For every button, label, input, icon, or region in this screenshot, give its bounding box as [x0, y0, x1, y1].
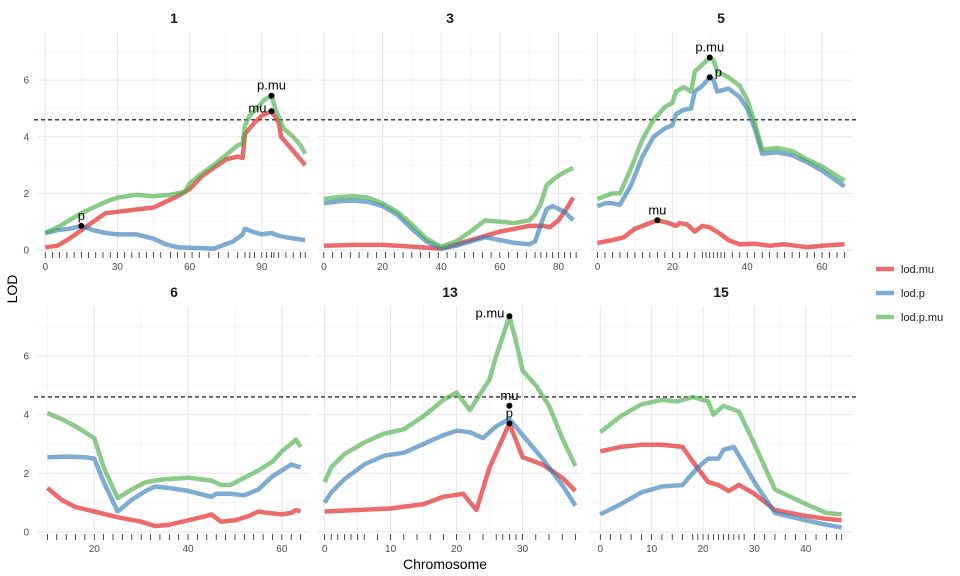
legend-label: lod.mu [901, 264, 934, 276]
y-tick-label: 0 [23, 528, 29, 539]
x-tick-label: 20 [667, 262, 679, 273]
panel-5: 5 0 20 40 60 p.mu p mu [586, 10, 856, 273]
x-tick-label: 10 [646, 544, 658, 555]
legend: lod.mu lod.p lod.p.mu [876, 264, 943, 324]
x-tick-label: 0 [322, 544, 328, 555]
x-axis-label: Chromosome [403, 556, 487, 572]
series-line-lod-mu [324, 421, 577, 514]
panel-title: 6 [170, 284, 178, 300]
y-tick-label: 4 [23, 132, 29, 143]
peak-point [78, 222, 85, 229]
x-tick-label: 20 [89, 544, 101, 555]
x-tick-label: 40 [800, 544, 812, 555]
peak-label: p [506, 405, 513, 420]
grid [590, 32, 852, 251]
panel-title: 3 [446, 10, 454, 26]
x-tick-label: 0 [321, 262, 327, 273]
peak-point [706, 74, 713, 81]
panel-title: 5 [717, 10, 725, 26]
x-tick-label: 60 [276, 544, 288, 555]
series-line-lod-p [47, 454, 302, 514]
x-tick-label: 80 [553, 262, 565, 273]
x-tick-label: 60 [816, 262, 828, 273]
peak-label: p.mu [695, 39, 724, 54]
series-line-lod-p-mu [596, 55, 846, 202]
grid [318, 306, 582, 533]
peak-label: p.mu [475, 305, 504, 320]
x-tick-label: 40 [742, 262, 754, 273]
panel-13: 13 0 10 20 30 p.mu mu p [314, 284, 586, 555]
peak-label: p.mu [257, 78, 286, 93]
legend-item: lod.p [876, 288, 925, 300]
x-tick-label: 0 [595, 262, 601, 273]
peak-label: p [715, 64, 722, 79]
x-tick-label: 20 [377, 262, 389, 273]
series-line-lod-mu [323, 196, 576, 251]
series-line-lod-p [322, 416, 578, 507]
peak-point [706, 54, 713, 61]
x-tick-label: 30 [112, 262, 124, 273]
series-line-lod-mu [597, 218, 845, 250]
panel-1: 1 0 30 60 90 0 2 4 6 p.mu mu p [23, 10, 314, 273]
peak-label: mu [500, 388, 518, 403]
panel-6: 6 20 40 60 0 2 4 6 [23, 284, 314, 555]
y-tick-label: 6 [23, 351, 29, 362]
x-tick-label: 40 [183, 544, 195, 555]
x-tick-label: 20 [697, 544, 709, 555]
series-line-lod-p-mu [323, 165, 575, 249]
y-tick-label: 0 [23, 246, 29, 257]
x-tick-label: 10 [385, 544, 397, 555]
series-line-lod-p [599, 444, 843, 530]
x-tick-label: 60 [494, 262, 506, 273]
series-line-lod-mu [45, 486, 302, 529]
series-line-lod-mu [44, 109, 307, 250]
y-tick-label: 2 [23, 469, 29, 480]
panel-title: 1 [170, 10, 178, 26]
series-line-lod-p [323, 198, 575, 251]
peak-label: mu [248, 100, 266, 115]
peak-point [506, 420, 513, 427]
grid [38, 306, 310, 533]
y-tick-label: 4 [23, 410, 29, 421]
x-tick-label: 0 [42, 262, 48, 273]
legend-item: lod.mu [876, 264, 934, 276]
series-line-lod-p-mu [44, 93, 308, 236]
peak-point [506, 313, 513, 320]
peak-point [268, 108, 275, 115]
series-line-lod-p-mu [598, 394, 842, 517]
x-tick-label: 90 [256, 262, 268, 273]
legend-item: lod.p.mu [876, 312, 943, 324]
series-line-lod-p [44, 223, 306, 251]
x-tick-label: 0 [597, 544, 603, 555]
x-tick-label: 20 [451, 544, 463, 555]
x-tick-label: 30 [517, 544, 529, 555]
panel-title: 15 [713, 284, 729, 300]
grid [318, 32, 582, 251]
panel-title: 13 [442, 284, 458, 300]
x-tick-label: 30 [749, 544, 761, 555]
series-line-lod-p-mu [46, 411, 303, 501]
legend-label: lod.p [901, 288, 925, 300]
x-tick-label: 40 [436, 262, 448, 273]
panel-15: 15 0 10 20 30 40 [586, 284, 856, 555]
series-line-lod-p [596, 75, 846, 209]
y-tick-label: 2 [23, 189, 29, 200]
peak-point [506, 402, 513, 409]
y-tick-label: 6 [23, 76, 29, 87]
legend-label: lod.p.mu [901, 312, 943, 324]
panel-3: 3 0 20 40 60 80 [314, 10, 586, 273]
x-tick-label: 60 [184, 262, 196, 273]
peak-label: mu [648, 202, 666, 217]
peak-point [654, 217, 661, 224]
series-line-lod-p-mu [322, 314, 578, 484]
peak-point [268, 92, 275, 99]
peak-label: p [78, 208, 85, 223]
series-line-lod-mu [599, 442, 842, 523]
y-axis-label: LOD [4, 275, 20, 304]
